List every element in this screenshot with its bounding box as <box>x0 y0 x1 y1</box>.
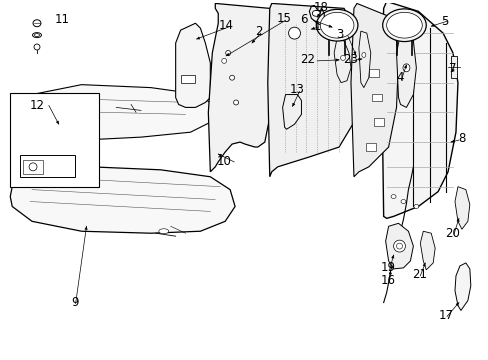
Ellipse shape <box>340 55 345 60</box>
Polygon shape <box>396 33 415 107</box>
Text: 23: 23 <box>343 53 358 66</box>
Text: 17: 17 <box>438 309 453 322</box>
Ellipse shape <box>221 58 226 63</box>
Ellipse shape <box>316 9 357 41</box>
Text: 7: 7 <box>448 62 456 75</box>
Bar <box>371 94 381 102</box>
Bar <box>10 93 99 187</box>
Ellipse shape <box>413 204 418 208</box>
Polygon shape <box>10 167 235 233</box>
Ellipse shape <box>29 163 37 171</box>
Polygon shape <box>175 23 210 107</box>
Text: 2: 2 <box>255 24 262 38</box>
Text: 11: 11 <box>54 13 69 26</box>
Ellipse shape <box>288 27 300 39</box>
Text: 8: 8 <box>457 132 465 145</box>
Text: 12: 12 <box>30 99 45 112</box>
Text: 15: 15 <box>276 12 290 25</box>
Text: 14: 14 <box>218 19 233 32</box>
Bar <box>23 160 43 174</box>
Text: 4: 4 <box>396 71 404 84</box>
Ellipse shape <box>320 12 353 38</box>
Text: 10: 10 <box>216 156 231 168</box>
Ellipse shape <box>233 100 238 105</box>
Polygon shape <box>454 263 470 310</box>
Polygon shape <box>282 95 301 129</box>
Ellipse shape <box>312 10 320 16</box>
Bar <box>373 118 383 126</box>
Text: 18: 18 <box>313 1 328 14</box>
Ellipse shape <box>361 53 365 57</box>
Ellipse shape <box>393 240 405 252</box>
Text: 5: 5 <box>440 15 447 28</box>
Ellipse shape <box>33 33 41 37</box>
Text: 13: 13 <box>289 83 305 96</box>
Polygon shape <box>333 38 350 83</box>
Polygon shape <box>208 3 271 172</box>
Polygon shape <box>381 1 457 219</box>
Ellipse shape <box>386 12 422 38</box>
Ellipse shape <box>229 75 234 80</box>
Text: 22: 22 <box>300 53 315 66</box>
Polygon shape <box>350 3 398 177</box>
Text: 1: 1 <box>313 20 321 33</box>
Polygon shape <box>454 187 469 229</box>
Bar <box>20 155 75 177</box>
Text: 9: 9 <box>71 296 78 309</box>
Text: 19: 19 <box>380 261 395 274</box>
Ellipse shape <box>225 50 230 55</box>
Ellipse shape <box>390 195 395 199</box>
Text: 20: 20 <box>445 227 460 240</box>
Polygon shape <box>267 3 360 177</box>
Bar <box>368 69 378 77</box>
Ellipse shape <box>159 229 168 234</box>
Text: 21: 21 <box>411 268 426 281</box>
Ellipse shape <box>382 9 426 41</box>
Ellipse shape <box>396 243 402 249</box>
Polygon shape <box>420 231 434 270</box>
Bar <box>180 75 195 83</box>
Ellipse shape <box>400 199 405 203</box>
Text: 16: 16 <box>380 274 395 287</box>
Text: 3: 3 <box>336 28 344 41</box>
Bar <box>450 56 456 78</box>
Ellipse shape <box>402 64 409 72</box>
Bar <box>365 143 375 151</box>
Ellipse shape <box>34 44 40 50</box>
Polygon shape <box>12 85 215 140</box>
Ellipse shape <box>35 33 40 37</box>
Ellipse shape <box>33 20 41 27</box>
Polygon shape <box>358 31 370 87</box>
Polygon shape <box>215 45 235 78</box>
Text: 6: 6 <box>299 13 307 26</box>
Polygon shape <box>385 223 412 269</box>
